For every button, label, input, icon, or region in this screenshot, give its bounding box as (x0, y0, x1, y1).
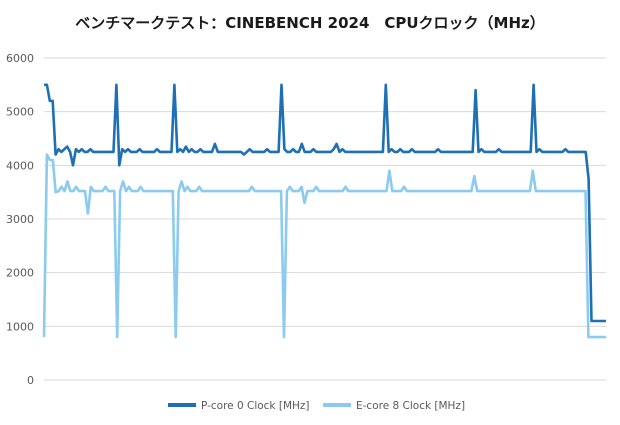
y-tick-label: 0 (27, 374, 34, 387)
series-line-e-core (42, 153, 606, 339)
y-tick-label: 6000 (6, 52, 34, 65)
y-tick-label: 1000 (6, 320, 34, 333)
series-line-p-core (44, 83, 606, 323)
y-tick-label: 5000 (6, 106, 34, 119)
legend: P-core 0 Clock [MHz] E-core 8 Clock [MHz… (168, 400, 465, 412)
gridlines (44, 57, 606, 381)
legend-item-e-core: E-core 8 Clock [MHz] (323, 400, 465, 412)
y-axis-tick-labels: 0 1000 2000 3000 4000 5000 6000 (6, 52, 34, 387)
legend-label-e-core: E-core 8 Clock [MHz] (356, 400, 465, 412)
series-lines (42, 83, 606, 339)
legend-item-p-core: P-core 0 Clock [MHz] (168, 400, 310, 412)
y-tick-label: 4000 (6, 159, 34, 172)
y-tick-label: 2000 (6, 267, 34, 280)
chart-title: ベンチマークテスト：CINEBENCH 2024 CPUクロック（MHz） (75, 14, 545, 32)
y-tick-label: 3000 (6, 213, 34, 226)
legend-label-p-core: P-core 0 Clock [MHz] (201, 400, 310, 412)
